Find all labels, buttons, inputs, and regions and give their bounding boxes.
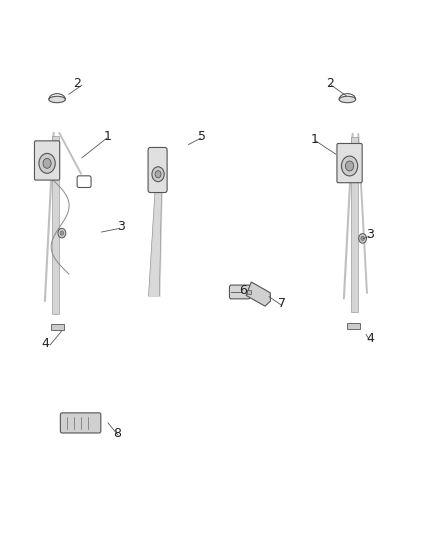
Bar (247, 289, 251, 294)
FancyBboxPatch shape (148, 148, 167, 192)
Polygon shape (246, 282, 271, 306)
Ellipse shape (339, 96, 356, 103)
Bar (351, 136, 358, 312)
Text: 4: 4 (367, 332, 374, 344)
Circle shape (39, 154, 55, 173)
FancyBboxPatch shape (337, 143, 362, 183)
Text: 7: 7 (278, 297, 286, 310)
Text: 3: 3 (367, 228, 374, 241)
Text: 3: 3 (117, 220, 125, 233)
Circle shape (341, 156, 358, 176)
Bar (52, 135, 59, 314)
Circle shape (361, 236, 364, 240)
FancyBboxPatch shape (60, 413, 101, 433)
Text: 4: 4 (41, 337, 49, 350)
FancyBboxPatch shape (230, 285, 251, 299)
Circle shape (346, 161, 353, 171)
Text: 6: 6 (239, 284, 247, 297)
Circle shape (43, 158, 51, 168)
Text: 2: 2 (326, 77, 334, 90)
Bar (50, 324, 64, 330)
Circle shape (155, 171, 161, 178)
Text: 2: 2 (74, 77, 81, 90)
Text: 1: 1 (311, 133, 319, 146)
FancyBboxPatch shape (35, 141, 60, 180)
Text: 5: 5 (198, 130, 205, 143)
Circle shape (152, 167, 164, 182)
Bar (347, 323, 360, 329)
Ellipse shape (49, 96, 65, 103)
Circle shape (359, 233, 367, 243)
Text: 8: 8 (113, 427, 121, 440)
Circle shape (58, 228, 66, 238)
Text: 1: 1 (104, 130, 112, 143)
Circle shape (60, 231, 64, 235)
